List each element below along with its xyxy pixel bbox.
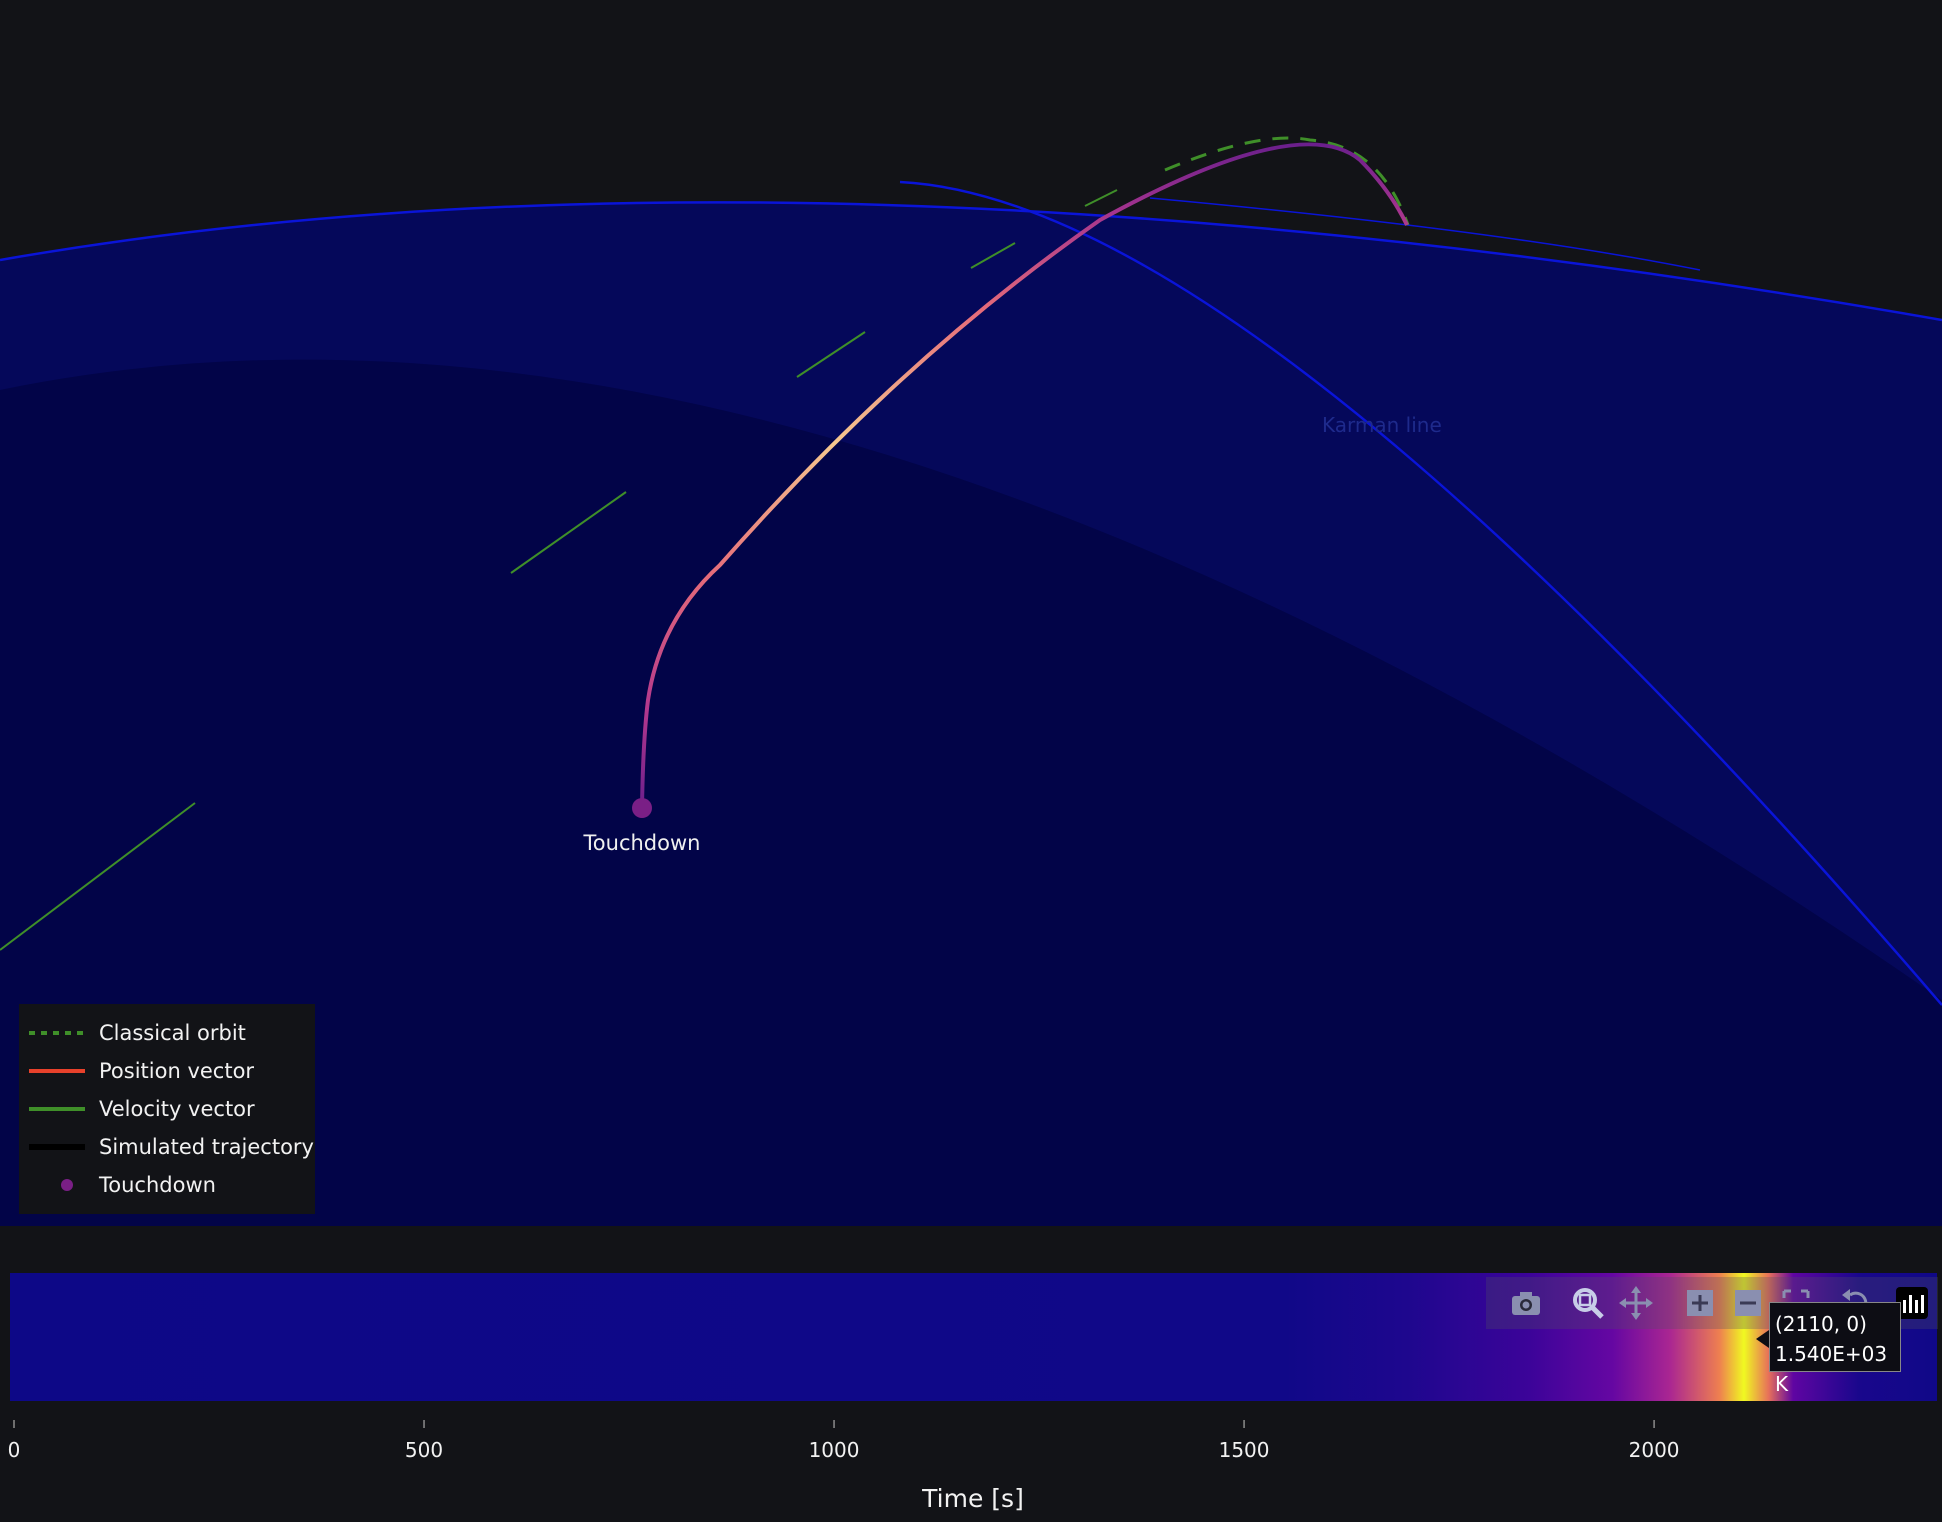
dotted-line-swatch-icon [29,1031,85,1035]
karman-line-label: Karman line [1322,413,1442,437]
tooltip-value: 1.540E+03 K [1775,1342,1888,1396]
trajectory-plot[interactable]: Karman line Touchdown [0,0,1942,1226]
velocity-vector-5 [1084,189,1118,207]
purple-dot-swatch-icon [61,1179,73,1191]
legend-label: Velocity vector [99,1097,255,1121]
zoom-in-icon[interactable] [1682,1285,1718,1321]
velocity-vector-1 [0,802,196,951]
x-tick-label: 2000 [1629,1438,1680,1462]
x-tick-label: 0 [8,1438,21,1462]
planet-surface [0,359,1942,1226]
legend-label: Position vector [99,1059,255,1083]
legend-label: Simulated trajectory [99,1135,314,1159]
zoom-out-icon[interactable] [1730,1285,1766,1321]
zoom-icon[interactable] [1570,1285,1606,1321]
plotly-logo-icon[interactable] [1894,1285,1930,1321]
legend-label: Touchdown [99,1173,216,1197]
x-axis-ticks: 0 500 1000 1500 2000 [8,1420,1680,1462]
legend-label: Classical orbit [99,1021,246,1045]
atmosphere-boundary-line-2 [899,180,1942,1006]
x-axis-title: Time [s] [921,1484,1024,1513]
x-tick-label: 1500 [1219,1438,1270,1462]
touchdown-label: Touchdown [583,831,701,855]
legend: Classical orbit Position vector Velocity… [19,1004,315,1214]
legend-item-simulated-trajectory[interactable]: Simulated trajectory [27,1128,315,1166]
temperature-heatmap[interactable] [10,1273,1937,1401]
velocity-vector-4 [970,242,1016,269]
legend-item-velocity-vector[interactable]: Velocity vector [27,1090,315,1128]
x-tick-label: 1000 [809,1438,860,1462]
pan-icon[interactable] [1618,1285,1654,1321]
black-line-swatch-icon [29,1144,85,1150]
red-line-swatch-icon [29,1069,85,1073]
tooltip-point: (2110, 0) [1775,1312,1867,1336]
legend-item-classical-orbit[interactable]: Classical orbit [27,1014,315,1052]
legend-item-position-vector[interactable]: Position vector [27,1052,315,1090]
velocity-vector-2 [510,491,627,574]
green-line-swatch-icon [29,1107,85,1111]
velocity-vector-3 [796,331,866,378]
atmosphere-boundary-line [0,201,1942,322]
legend-item-touchdown[interactable]: Touchdown [27,1166,315,1204]
classical-orbit-line [1164,136,1410,226]
hover-tooltip: (2110, 0) 1.540E+03 K [1769,1302,1901,1396]
touchdown-marker[interactable] [632,798,652,818]
heatmap-band [10,1273,1937,1401]
atmosphere-boundary-line-3 [1149,197,1701,271]
simulated-trajectory-line [640,142,1409,809]
camera-icon[interactable] [1508,1285,1544,1321]
x-tick-label: 500 [405,1438,443,1462]
tooltip-arrow [1756,1330,1769,1348]
x-axis: 0 500 1000 1500 2000 Time [s] [8,1420,1680,1513]
